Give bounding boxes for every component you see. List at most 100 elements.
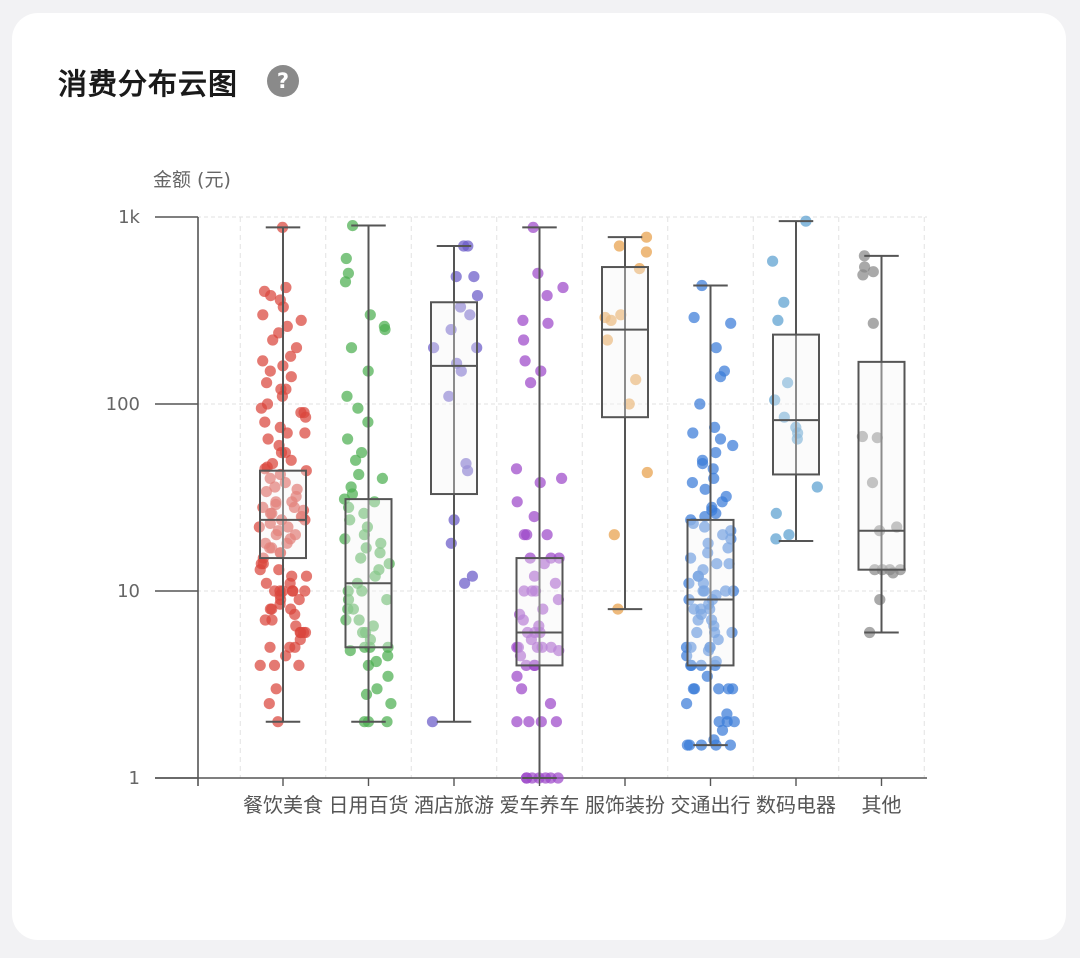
data-point bbox=[721, 716, 733, 728]
data-point bbox=[285, 454, 297, 466]
data-point bbox=[699, 521, 711, 533]
y-tick-label: 10 bbox=[117, 581, 140, 602]
data-point bbox=[375, 537, 387, 549]
data-point bbox=[295, 626, 307, 639]
data-point bbox=[280, 281, 292, 294]
data-point bbox=[770, 507, 782, 519]
data-point bbox=[273, 564, 285, 576]
data-point bbox=[293, 659, 305, 672]
data-point bbox=[811, 481, 823, 493]
data-point bbox=[281, 537, 293, 549]
data-point bbox=[517, 314, 529, 326]
data-point bbox=[264, 641, 276, 653]
data-point bbox=[358, 507, 370, 519]
data-point bbox=[259, 416, 271, 428]
box-rect bbox=[772, 333, 820, 476]
data-point bbox=[538, 558, 550, 570]
data-point bbox=[360, 688, 373, 701]
data-point bbox=[367, 620, 379, 632]
data-point bbox=[710, 342, 722, 354]
data-point bbox=[857, 269, 869, 281]
data-point bbox=[517, 614, 529, 626]
data-point bbox=[615, 309, 627, 321]
data-point bbox=[353, 614, 365, 626]
data-point bbox=[532, 267, 544, 279]
data-point bbox=[379, 324, 391, 336]
data-point bbox=[376, 472, 388, 484]
data-point bbox=[541, 290, 553, 302]
data-point bbox=[710, 447, 722, 459]
data-point bbox=[364, 309, 376, 321]
data-point bbox=[641, 466, 653, 479]
data-point bbox=[683, 739, 696, 751]
data-point bbox=[767, 255, 779, 267]
data-point bbox=[698, 585, 710, 597]
box-rect bbox=[686, 518, 735, 667]
data-point bbox=[266, 542, 278, 554]
data-point bbox=[270, 683, 282, 695]
data-point bbox=[340, 252, 352, 265]
data-point bbox=[342, 433, 354, 445]
data-point bbox=[772, 314, 784, 326]
data-point bbox=[381, 594, 393, 606]
data-point bbox=[288, 501, 300, 513]
data-point bbox=[694, 398, 706, 410]
data-point bbox=[254, 564, 266, 576]
box-rect bbox=[601, 266, 649, 419]
y-tick-label: 100 bbox=[106, 394, 140, 415]
data-point bbox=[623, 398, 635, 410]
data-point bbox=[358, 529, 370, 541]
data-point bbox=[550, 716, 563, 728]
data-point bbox=[264, 472, 276, 484]
data-point bbox=[608, 529, 620, 541]
data-point bbox=[688, 311, 700, 324]
data-point bbox=[290, 342, 303, 354]
data-point bbox=[356, 585, 368, 597]
data-point bbox=[285, 371, 297, 383]
data-point bbox=[769, 394, 781, 406]
data-point bbox=[687, 427, 699, 439]
data-point bbox=[557, 281, 569, 294]
data-point bbox=[783, 529, 795, 541]
data-point bbox=[544, 698, 557, 710]
data-point bbox=[725, 317, 737, 329]
box-rect bbox=[857, 360, 906, 571]
data-point bbox=[254, 659, 266, 672]
data-point bbox=[514, 650, 527, 662]
data-point bbox=[468, 271, 480, 283]
data-point bbox=[261, 377, 273, 389]
data-point bbox=[374, 547, 386, 559]
data-point bbox=[549, 577, 562, 589]
data-point bbox=[525, 377, 537, 389]
data-point bbox=[707, 463, 719, 475]
question-circle-icon[interactable]: ? bbox=[267, 65, 299, 97]
data-point bbox=[874, 594, 886, 606]
data-point bbox=[866, 477, 879, 489]
data-point bbox=[299, 585, 311, 597]
data-point bbox=[529, 585, 542, 597]
data-point bbox=[454, 301, 467, 313]
box-rect bbox=[259, 469, 307, 560]
data-point bbox=[770, 533, 782, 545]
data-point bbox=[556, 472, 568, 484]
box-rect bbox=[344, 498, 393, 649]
data-point bbox=[723, 558, 735, 570]
x-tick-label: 餐饮美食 bbox=[243, 793, 323, 817]
data-point bbox=[462, 465, 474, 477]
data-point bbox=[782, 377, 794, 389]
data-point bbox=[344, 514, 356, 526]
data-point bbox=[466, 570, 478, 582]
data-point bbox=[265, 290, 277, 302]
x-tick-label: 数码电器 bbox=[756, 793, 836, 817]
data-point bbox=[601, 334, 614, 346]
data-point bbox=[521, 529, 533, 541]
data-point bbox=[450, 271, 462, 283]
data-point bbox=[266, 614, 278, 626]
data-point bbox=[270, 529, 282, 541]
data-point bbox=[709, 421, 721, 433]
data-point bbox=[260, 577, 272, 589]
data-point bbox=[260, 486, 272, 498]
data-point bbox=[552, 772, 564, 784]
data-point bbox=[528, 570, 541, 582]
